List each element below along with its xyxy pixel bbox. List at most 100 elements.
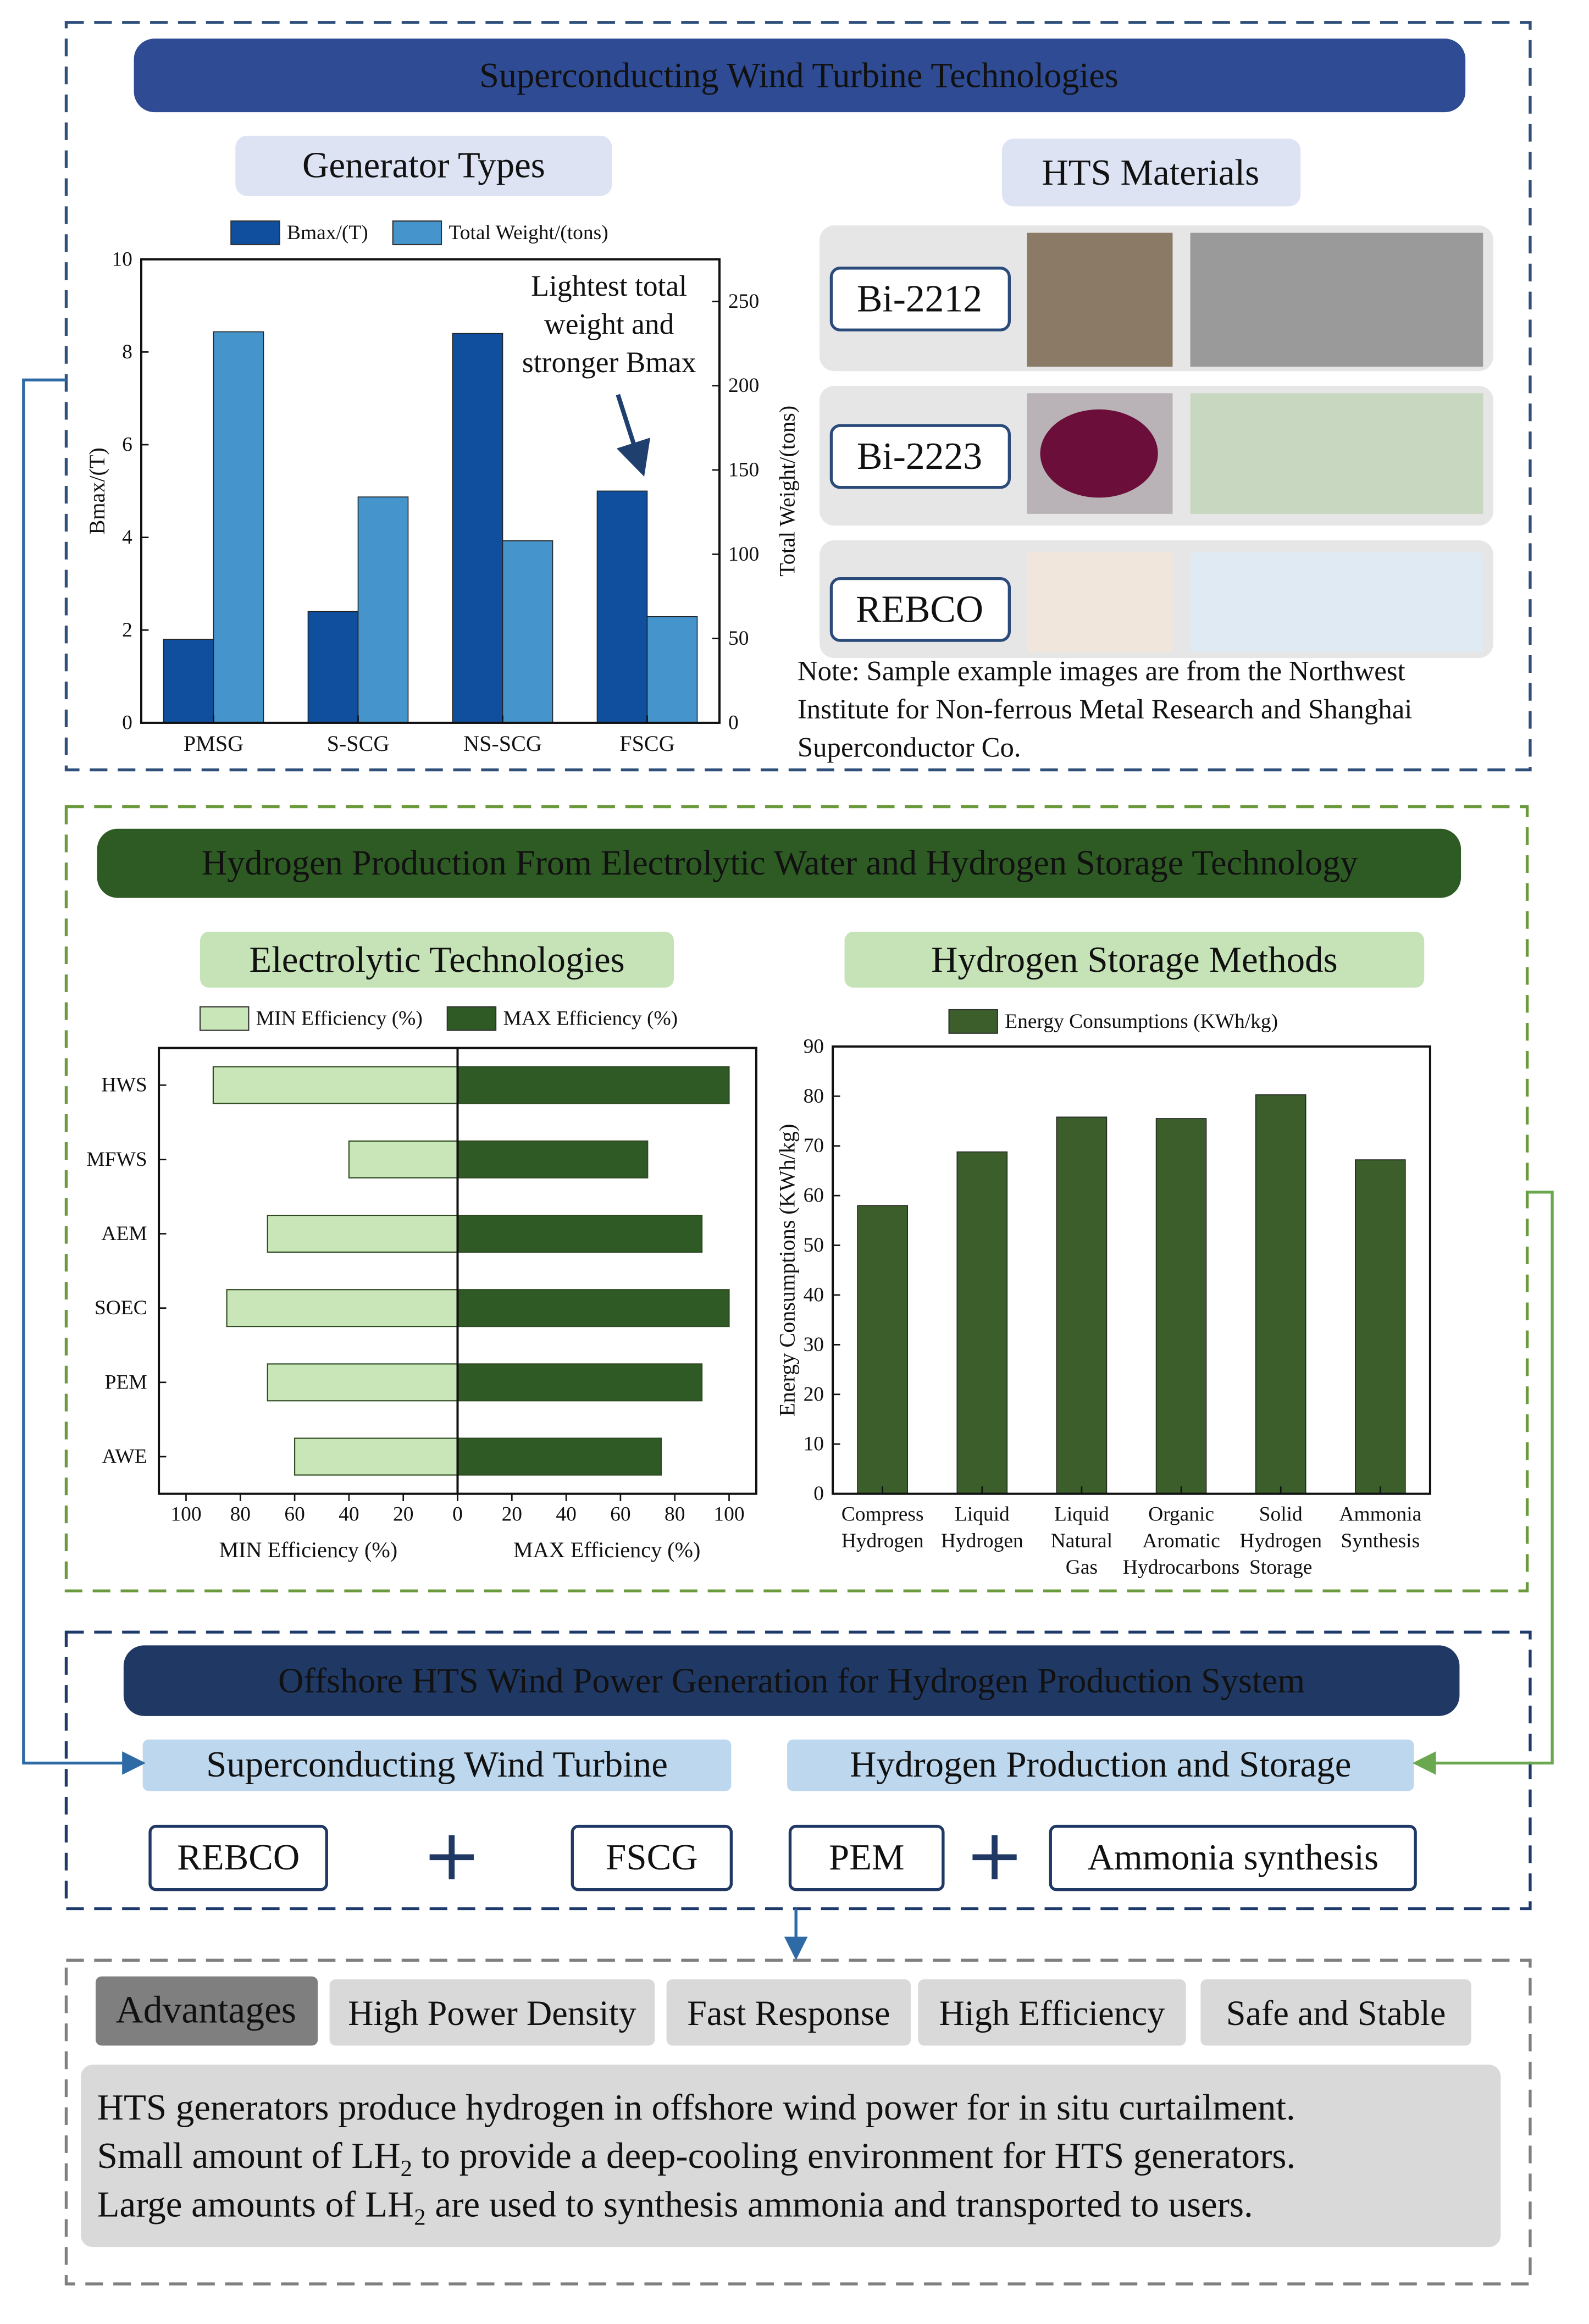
legend-label: MAX Efficiency (%) [503,1008,678,1030]
y-tick-label: AWE [102,1446,147,1468]
bar [457,1363,703,1402]
advantage-pill [666,1979,911,2046]
plot-frame [140,258,721,724]
legend-label: MIN Efficiency (%) [256,1008,423,1030]
y-tick-label: 2 [122,619,132,641]
bar [294,1437,458,1476]
section-title: Offshore HTS Wind Power Generation for H… [278,1661,1305,1700]
x-tick-label: S-SCG [327,731,390,756]
note: Institute for Non-ferrous Metal Research… [798,694,1413,725]
x-tick-label: 100 [170,1503,201,1526]
y-tick-label: HWS [101,1074,147,1097]
annotation: Lightest total [531,269,687,302]
subscript: 2 [401,2156,412,2182]
advantage: Safe and Stable [1226,1994,1446,2033]
x-axis-label: MIN Efficiency (%) [219,1537,397,1562]
y-tick-label: 0 [122,711,132,734]
bar [1056,1116,1108,1495]
text-run: HTS generators produce hydrogen in offsh… [97,2087,1295,2128]
advantages-label-box [95,1976,318,2046]
text-run: are used to synthesis ammonia and transp… [426,2184,1253,2225]
bar [457,1066,730,1104]
component-box [788,1824,945,1891]
advantage: High Efficiency [939,1994,1165,2033]
bar [646,616,698,723]
y2-tick-label: 150 [728,459,759,482]
x-tick-label: Hydrogen [1239,1530,1322,1552]
heading: Superconducting Wind Turbine [206,1744,668,1785]
material-label: REBCO [856,588,983,630]
x-tick-label: 100 [713,1503,744,1526]
advantage: High Power Density [348,1994,636,2033]
legend-swatch [199,1006,250,1031]
legend-label: Energy Consumptions (KWh/kg) [1005,1010,1278,1033]
y-tick-label: SOEC [95,1297,147,1319]
component-label: PEM [829,1837,905,1878]
heading-pill [200,932,674,988]
y-tick-label: 30 [804,1333,824,1356]
material-label: Bi-2212 [857,278,982,320]
y-tick-label: 4 [122,526,132,549]
heading: Hydrogen Storage Methods [931,939,1338,980]
x-tick-label: 80 [665,1503,685,1526]
title-bar [134,38,1466,113]
plus [429,1835,474,1879]
bar [457,1140,649,1178]
note: Note: Sample example images are from the… [798,656,1405,687]
y-tick-label: AEM [101,1222,147,1245]
y-tick-label: 20 [804,1383,824,1406]
x-tick-label: 80 [230,1503,251,1526]
x-tick-label: Solid [1259,1503,1303,1526]
x-tick-label: NS-SCG [463,731,542,756]
heading: Electrolytic Technologies [249,939,624,980]
annotation: stronger Bmax [522,346,696,379]
legend-label: Bmax/(T) [287,222,368,244]
y-axis-label: Bmax/(T) [85,447,109,534]
bar [267,1363,458,1402]
x-tick-label: 0 [452,1503,463,1526]
x-tick-label: 60 [284,1503,304,1526]
text-run: to provide a deep-cooling environment fo… [412,2135,1295,2176]
component-label: FSCG [606,1837,697,1878]
sample-image [1027,552,1173,652]
x-tick-label: 20 [502,1503,522,1526]
x-tick-label: 0 [452,1503,463,1526]
heading: Hydrogen Production and Storage [850,1744,1351,1785]
component-box [571,1824,733,1891]
heading: Generator Types [302,145,545,185]
x-tick-label: Hydrogen [941,1530,1023,1552]
bar [163,639,214,723]
y-tick-label: 50 [804,1234,824,1257]
y-tick-label: 80 [804,1085,824,1108]
x-tick-label: Synthesis [1341,1530,1420,1552]
x-tick-label: Organic [1148,1503,1214,1526]
heading-pill [844,932,1425,988]
advantage-pill [1200,1979,1471,2046]
annotation-arrow [616,394,651,477]
advantage-pill [918,1979,1186,2046]
plus [972,1835,1017,1879]
x-tick-label: 40 [339,1503,359,1526]
x-tick-label: Hydrogen [841,1530,924,1552]
y2-tick-label: 200 [728,374,759,397]
bar [1255,1094,1306,1495]
bar [348,1140,458,1178]
x-axis-label: MAX Efficiency (%) [513,1537,700,1562]
y-tick-label: 60 [804,1185,824,1207]
bar [357,496,409,723]
y2-tick-label: 0 [728,711,739,734]
section-title: Hydrogen Production From Electrolytic Wa… [202,843,1358,882]
note: Superconductor Co. [798,732,1021,763]
heading-pill [1001,139,1301,207]
sample-image [1190,393,1483,514]
advantage-pill [329,1979,655,2046]
bar [596,490,648,723]
heading-pill [235,135,612,196]
connector [22,378,146,1775]
bar [1155,1118,1207,1495]
x-tick-label: PMSG [184,731,243,756]
component-box [148,1824,328,1891]
y2-tick-label: 50 [728,627,749,650]
x-tick-label: Liquid [1054,1503,1109,1526]
